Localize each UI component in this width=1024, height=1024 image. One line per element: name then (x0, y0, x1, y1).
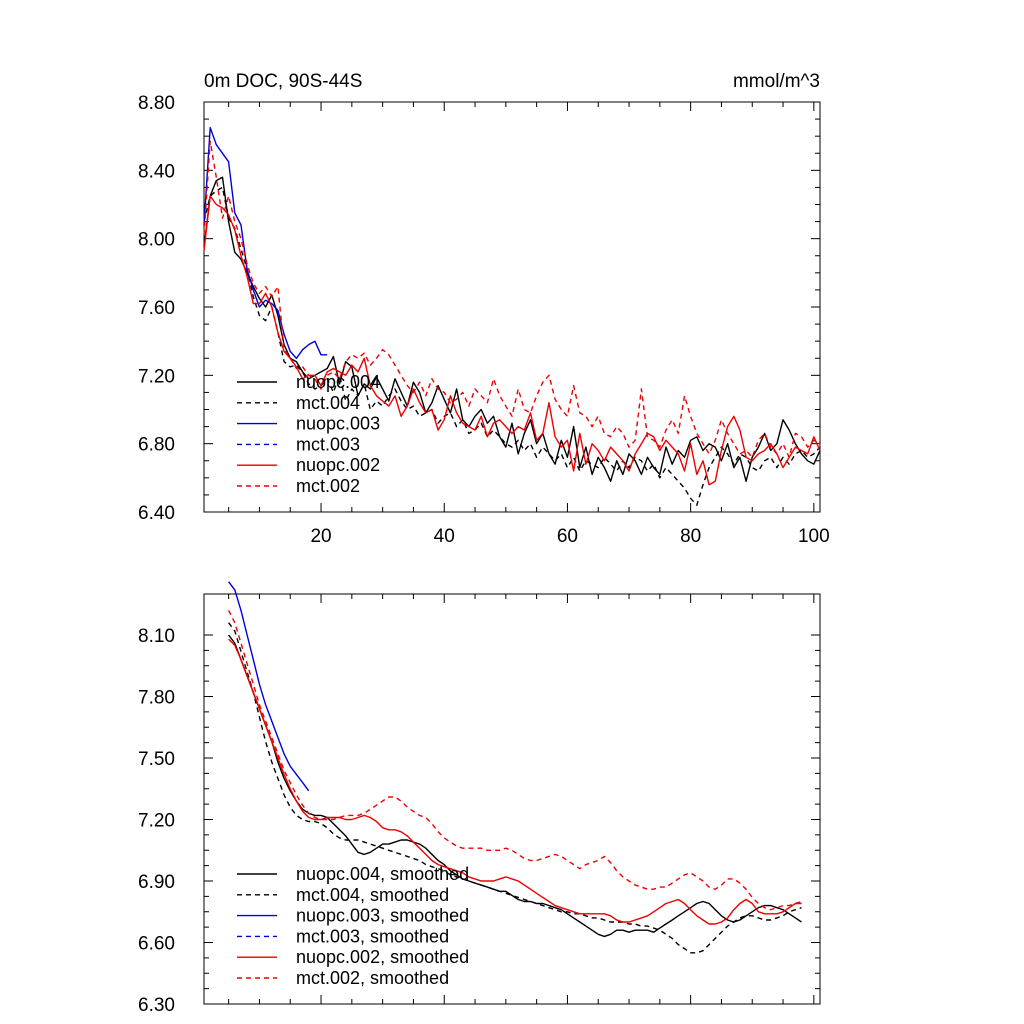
legend-label-mct-002-smoothed: mct.002, smoothed (296, 968, 449, 988)
top-x-tick-label: 100 (798, 526, 830, 547)
panel-bottom: 6.30 6.60 6.90 7.20 7.50 7.80 8.10 nuopc.004, … (138, 581, 821, 1016)
bottom-y-tick-label: 7.50 (138, 749, 175, 770)
legend-label-mct-004: mct.004 (296, 393, 360, 413)
top-y-tick-label: 6.40 (138, 503, 175, 524)
legend-label-nuopc-003: nuopc.003 (296, 414, 380, 434)
bottom-y-tick-label: 7.20 (138, 811, 175, 832)
top-x-tick-label: 40 (434, 526, 455, 547)
chart-title: 0m DOC, 90S-44S (204, 71, 362, 92)
top-y-tick-label: 8.00 (138, 230, 175, 251)
panel-bottom-frame (203, 593, 821, 1005)
legend-label-nuopc-004: nuopc.004 (296, 372, 380, 392)
series-line-mct-004-smoothed (228, 622, 802, 954)
legend-label-mct-004-smoothed: mct.004, smoothed (296, 885, 449, 905)
legend-label-nuopc-003-smoothed: nuopc.003, smoothed (296, 906, 469, 926)
top-y-tick-label: 8.40 (138, 161, 175, 182)
panel-bottom-series (227, 581, 802, 954)
panel-top-series (203, 126, 821, 506)
legend-label-mct-002: mct.002 (296, 476, 360, 496)
series-line-mct-002-smoothed (227, 610, 802, 911)
series-line-mct-004 (203, 186, 821, 506)
legend-label-nuopc-002: nuopc.002 (296, 455, 380, 475)
top-y-tick-label: 7.60 (138, 298, 175, 319)
series-line-nuopc-002 (203, 195, 821, 486)
panel-bottom-ticks: 6.30 6.60 6.90 7.20 7.50 7.80 8.10 (138, 594, 820, 1016)
bottom-y-tick-label: 8.10 (138, 626, 175, 647)
legend-label-mct-003: mct.003 (296, 434, 360, 454)
bottom-y-tick-label: 7.80 (138, 688, 175, 709)
series-line-nuopc-003 (203, 126, 328, 359)
series-line-nuopc-004-smoothed (228, 634, 802, 938)
legend-label-nuopc-004-smoothed: nuopc.004, smoothed (296, 864, 469, 884)
top-y-tick-label: 8.80 (138, 93, 175, 114)
series-line-nuopc-002-smoothed (228, 638, 802, 925)
bottom-y-tick-label: 6.90 (138, 872, 175, 893)
top-x-tick-label: 20 (310, 526, 331, 547)
top-y-tick-label: 7.20 (138, 366, 175, 387)
top-y-tick-label: 6.80 (138, 435, 175, 456)
units-label: mmol/m^3 (733, 71, 820, 92)
series-line-mct-002 (203, 140, 821, 458)
top-x-tick-label: 80 (680, 526, 701, 547)
bottom-y-tick-label: 6.30 (138, 995, 175, 1016)
panel-top-ticks: 20 40 60 80 100 6.40 6.80 7.20 7.60 8.00 8.40 8.80 (138, 93, 830, 547)
legend-label-nuopc-002-smoothed: nuopc.002, smoothed (296, 947, 469, 967)
series-line-nuopc-003-smoothed (228, 581, 310, 792)
panel-top-legend: nuopc.004mct.004nuopc.003mct.003nuopc.00… (237, 372, 380, 496)
top-x-tick-label: 60 (557, 526, 578, 547)
panel-top: 20 40 60 80 1006.406.807.207.608.008.408.80 … (138, 93, 830, 547)
legend-label-mct-003-smoothed: mct.003, smoothed (296, 926, 449, 946)
bottom-y-tick-label: 6.60 (138, 934, 175, 955)
